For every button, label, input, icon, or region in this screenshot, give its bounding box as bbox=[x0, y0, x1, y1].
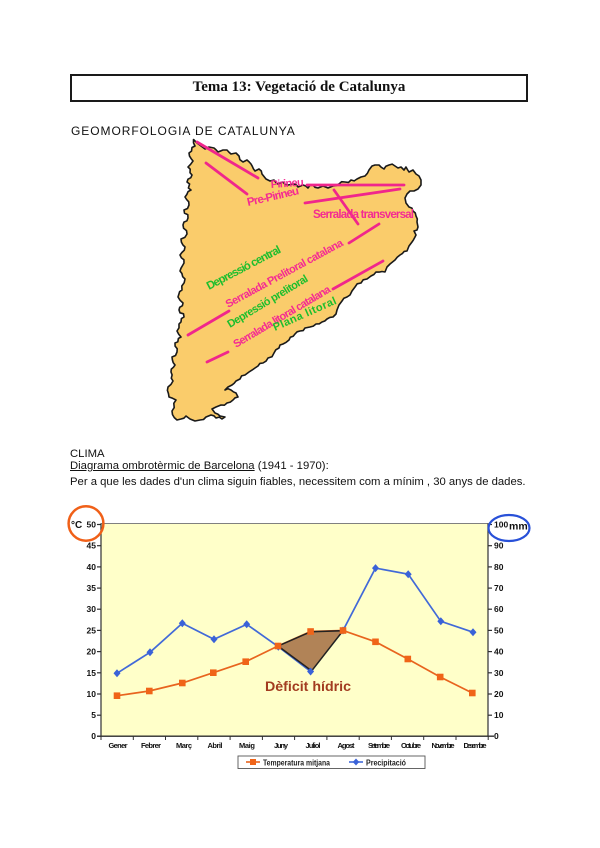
svg-text:35: 35 bbox=[87, 583, 97, 593]
svg-text:25: 25 bbox=[87, 625, 97, 635]
svg-text:15: 15 bbox=[87, 668, 97, 678]
svg-text:Juliol: Juliol bbox=[306, 741, 321, 750]
svg-text:30: 30 bbox=[494, 668, 504, 678]
svg-text:Pirineu: Pirineu bbox=[270, 177, 304, 191]
svg-text:Temperatura mitjana: Temperatura mitjana bbox=[263, 759, 330, 768]
svg-text:Desembre: Desembre bbox=[464, 741, 487, 750]
svg-text:50: 50 bbox=[87, 520, 97, 530]
svg-text:°C: °C bbox=[71, 520, 82, 531]
svg-text:5: 5 bbox=[91, 710, 96, 720]
svg-text:80: 80 bbox=[494, 562, 504, 572]
svg-text:10: 10 bbox=[87, 689, 97, 699]
svg-text:Gener: Gener bbox=[109, 741, 128, 750]
svg-text:Precipitació: Precipitació bbox=[366, 759, 406, 768]
svg-text:Maig: Maig bbox=[239, 741, 255, 750]
svg-text:Abril: Abril bbox=[208, 741, 223, 750]
svg-text:Agost: Agost bbox=[338, 741, 356, 750]
svg-text:20: 20 bbox=[87, 647, 97, 657]
svg-text:0: 0 bbox=[494, 731, 499, 741]
svg-text:Novembre: Novembre bbox=[432, 741, 455, 750]
svg-text:40: 40 bbox=[87, 562, 97, 572]
svg-text:90: 90 bbox=[494, 541, 504, 551]
svg-text:45: 45 bbox=[87, 541, 97, 551]
svg-text:mm: mm bbox=[509, 521, 528, 533]
svg-text:0: 0 bbox=[91, 731, 96, 741]
svg-text:50: 50 bbox=[494, 625, 504, 635]
svg-text:Març: Març bbox=[176, 741, 192, 750]
svg-text:Setembre: Setembre bbox=[368, 741, 390, 750]
svg-text:Febrer: Febrer bbox=[141, 741, 161, 750]
svg-text:40: 40 bbox=[494, 647, 504, 657]
svg-text:Juny: Juny bbox=[274, 741, 289, 750]
svg-text:10: 10 bbox=[494, 710, 504, 720]
svg-text:30: 30 bbox=[87, 604, 97, 614]
svg-text:20: 20 bbox=[494, 689, 504, 699]
svg-text:Dèficit hídric: Dèficit hídric bbox=[265, 679, 352, 694]
svg-text:60: 60 bbox=[494, 604, 504, 614]
svg-text:100: 100 bbox=[494, 520, 508, 530]
svg-text:70: 70 bbox=[494, 583, 504, 593]
svg-text:Serralada transversal: Serralada transversal bbox=[313, 209, 414, 221]
svg-text:Octubre: Octubre bbox=[401, 741, 421, 750]
